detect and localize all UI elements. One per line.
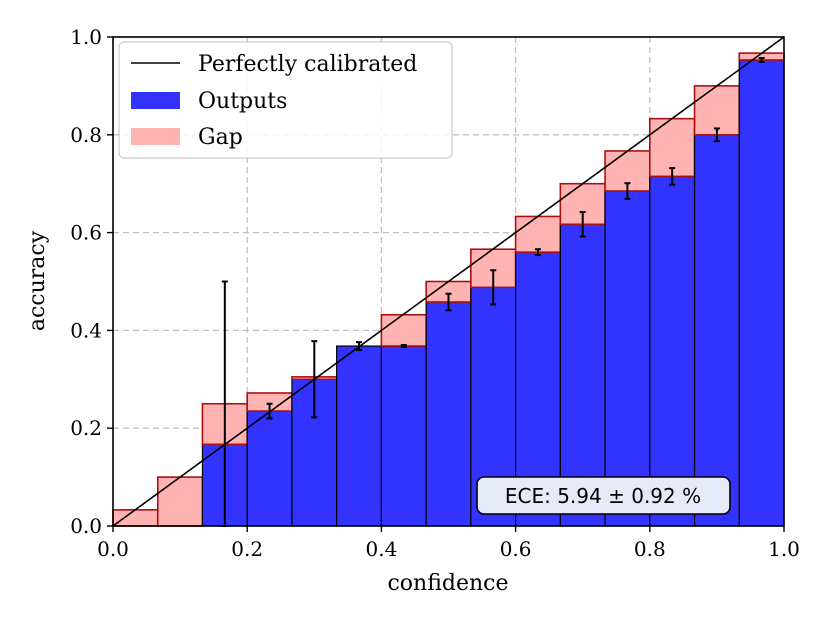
outputs-bar — [693, 134, 740, 527]
legend-outputs-swatch — [131, 92, 180, 109]
outputs-bar — [559, 223, 606, 527]
legend-gap-label: Gap — [198, 125, 243, 150]
axes-frame — [112, 36, 785, 527]
legend: Perfectly calibrated Outputs Gap — [118, 41, 453, 159]
gap-bar — [112, 509, 159, 527]
outputs-bar — [738, 59, 785, 527]
ece-annotation: ECE: 5.94 ± 0.92 % — [476, 476, 731, 515]
gap-bar — [514, 215, 562, 253]
legend-calibrated-label: Perfectly calibrated — [198, 52, 417, 77]
x-tick-label: 0.8 — [634, 537, 666, 561]
outputs-bar — [604, 190, 651, 527]
y-tick-label: 1.0 — [70, 25, 102, 49]
error-bars-layer — [221, 57, 765, 527]
legend-box — [118, 41, 453, 159]
ticks-layer: 0.0 0.2 0.4 0.6 0.8 1.0 0.0 0.2 0.4 0.6 0.8 1.0 — [70, 25, 800, 561]
outputs-bar — [425, 301, 472, 527]
outputs-bar — [380, 345, 427, 527]
gap-bar — [380, 313, 427, 347]
y-tick-label: 0.2 — [70, 416, 102, 440]
x-tick-label: 0.0 — [97, 537, 129, 561]
outputs-bar — [649, 175, 696, 527]
x-axis-label: confidence — [387, 571, 508, 596]
ece-annotation-box — [476, 476, 731, 515]
x-tick-label: 0.2 — [231, 537, 263, 561]
outputs-bar — [336, 345, 382, 527]
x-tick-label: 1.0 — [768, 537, 800, 561]
outputs-bar — [246, 410, 293, 527]
ece-annotation-text: ECE: 5.94 ± 0.92 % — [505, 484, 701, 508]
x-tick-label: 0.6 — [500, 537, 532, 561]
y-tick-label: 0.0 — [70, 514, 102, 538]
y-axis-label: accuracy — [25, 230, 50, 331]
y-tick-label: 0.6 — [70, 221, 102, 245]
y-tick-label: 0.8 — [70, 123, 102, 147]
x-tick-label: 0.4 — [365, 537, 397, 561]
gap-bar — [156, 476, 204, 527]
legend-outputs-label: Outputs — [198, 89, 287, 114]
y-tick-label: 0.4 — [70, 318, 102, 342]
legend-gap-swatch — [131, 128, 180, 145]
